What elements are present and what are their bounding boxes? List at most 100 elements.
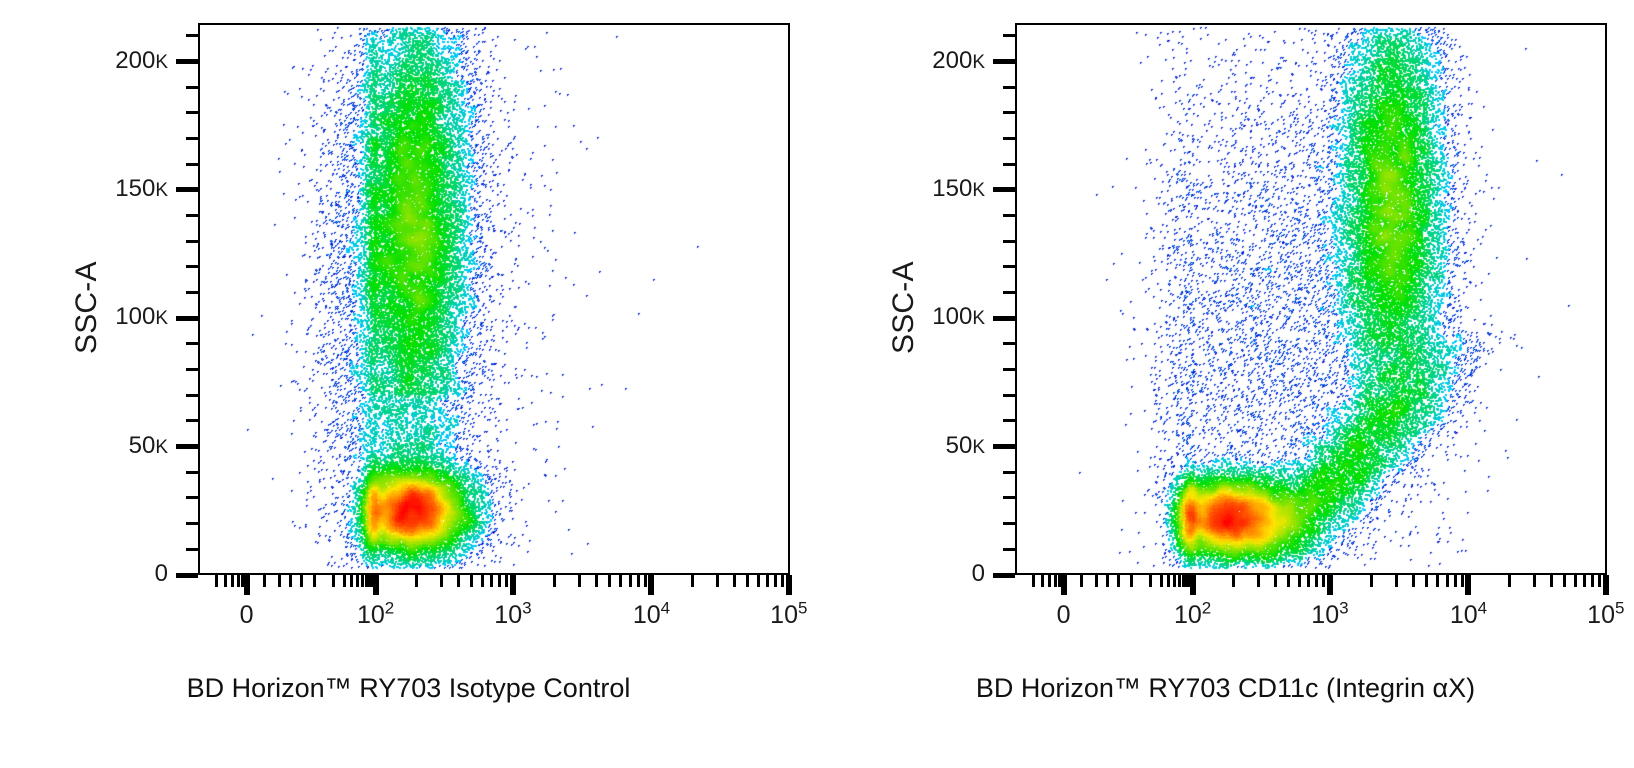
y-minor-tick (186, 291, 198, 295)
x-minor-tick (1315, 575, 1319, 587)
x-minor-tick (1106, 575, 1110, 587)
y-minor-tick (186, 34, 198, 38)
x-minor-tick (368, 575, 372, 587)
plot-panel-isotype-control: SSC-A 0 50K 100K 150K 200K 0 102 103 104 105 BD … (70, 23, 807, 703)
x-minor-tick (1436, 575, 1440, 587)
x-minor-tick (1508, 575, 1512, 587)
x-major-tick (785, 575, 792, 595)
x-minor-tick (1598, 575, 1602, 587)
x-tick-label: 104 (632, 598, 671, 629)
x-minor-tick (608, 575, 612, 587)
x-minor-tick (1460, 575, 1464, 587)
x-major-tick (1326, 575, 1333, 595)
y-minor-tick (1003, 419, 1015, 423)
y-tick-label: 0 (154, 560, 168, 587)
x-minor-tick (1453, 575, 1457, 587)
y-tick-label: 0 (971, 560, 985, 587)
x-minor-tick (313, 575, 317, 587)
y-minor-tick (1003, 342, 1015, 346)
x-minor-tick (415, 575, 419, 587)
x-minor-tick (643, 575, 647, 587)
x-minor-tick (1591, 575, 1594, 587)
x-minor-tick (1173, 575, 1177, 587)
x-minor-tick (553, 575, 557, 587)
y-tick-label: 150K (115, 174, 168, 202)
x-minor-tick (1256, 575, 1260, 587)
y-major-tick (993, 59, 1015, 64)
y-minor-tick (1003, 85, 1015, 89)
y-tick-label: 50K (128, 431, 168, 459)
y-major-tick (176, 444, 198, 450)
x-minor-tick (745, 575, 749, 587)
x-minor-tick (628, 575, 632, 587)
y-major-tick (993, 572, 1015, 578)
x-minor-tick (1425, 575, 1429, 587)
y-minor-tick (186, 470, 198, 474)
y-minor-tick (186, 368, 198, 372)
x-minor-tick (1053, 575, 1057, 587)
x-minor-tick (1047, 575, 1051, 587)
y-minor-tick (1003, 291, 1015, 295)
y-minor-tick (186, 111, 198, 115)
y-minor-tick (186, 496, 198, 500)
y-tick-label: 100K (932, 303, 985, 331)
x-minor-tick (636, 575, 640, 587)
x-minor-tick (356, 575, 360, 587)
y-major-tick (176, 315, 198, 321)
y-minor-tick (1003, 496, 1015, 500)
x-tick-label: 105 (770, 598, 808, 629)
y-minor-tick (1003, 265, 1015, 269)
x-tick-label: 102 (356, 598, 395, 629)
x-minor-tick (732, 575, 736, 587)
x-minor-tick (774, 575, 777, 587)
y-minor-tick (186, 522, 198, 526)
x-minor-tick (1573, 575, 1577, 587)
y-minor-tick (1003, 214, 1015, 218)
scatter-plot-area-isotype[interactable] (198, 23, 790, 575)
y-major-tick (176, 572, 198, 578)
x-minor-tick (1297, 575, 1301, 587)
x-minor-tick (470, 575, 474, 587)
x-minor-tick (1411, 575, 1415, 587)
x-minor-tick (480, 575, 484, 587)
x-tick-label: 103 (494, 598, 532, 629)
x-minor-tick (364, 575, 368, 587)
y-minor-tick (1003, 368, 1015, 372)
x-minor-tick (299, 575, 303, 587)
y-minor-tick (186, 342, 198, 346)
x-minor-tick (215, 575, 219, 587)
x-tick-label: 103 (1311, 598, 1349, 629)
y-minor-tick (186, 162, 198, 166)
y-minor-tick (1003, 137, 1015, 141)
x-major-tick (509, 575, 516, 595)
y-tick-label: 100K (115, 303, 168, 331)
y-minor-tick (186, 265, 198, 269)
x-tick-label: 105 (1587, 598, 1625, 629)
x-minor-tick (766, 575, 770, 587)
x-minor-tick (1167, 575, 1171, 587)
x-minor-tick (1370, 575, 1374, 587)
y-minor-tick (1003, 162, 1015, 166)
y-major-tick (993, 187, 1015, 193)
x-minor-tick (1394, 575, 1398, 587)
x-minor-tick (1583, 575, 1587, 587)
x-minor-tick (505, 575, 509, 587)
x-minor-tick (1322, 575, 1326, 587)
scatter-plot-area-cd11c[interactable] (1015, 23, 1607, 575)
x-minor-tick (1094, 575, 1098, 587)
x-minor-tick (236, 575, 240, 587)
x-minor-tick (1148, 575, 1152, 587)
x-minor-tick (1159, 575, 1163, 587)
x-minor-tick (1549, 575, 1553, 587)
x-major-tick (372, 575, 379, 595)
x-minor-tick (1562, 575, 1566, 587)
y-minor-tick (186, 214, 198, 218)
x-minor-tick (1287, 575, 1291, 587)
panel-caption-cd11c: BD Horizon™ RY703 CD11c (Integrin αX) (975, 673, 1476, 703)
x-tick-label: 0 (1056, 601, 1071, 629)
x-minor-tick (262, 575, 266, 587)
y-minor-tick (1003, 34, 1015, 38)
x-minor-tick (331, 575, 335, 587)
x-minor-tick (498, 575, 502, 587)
